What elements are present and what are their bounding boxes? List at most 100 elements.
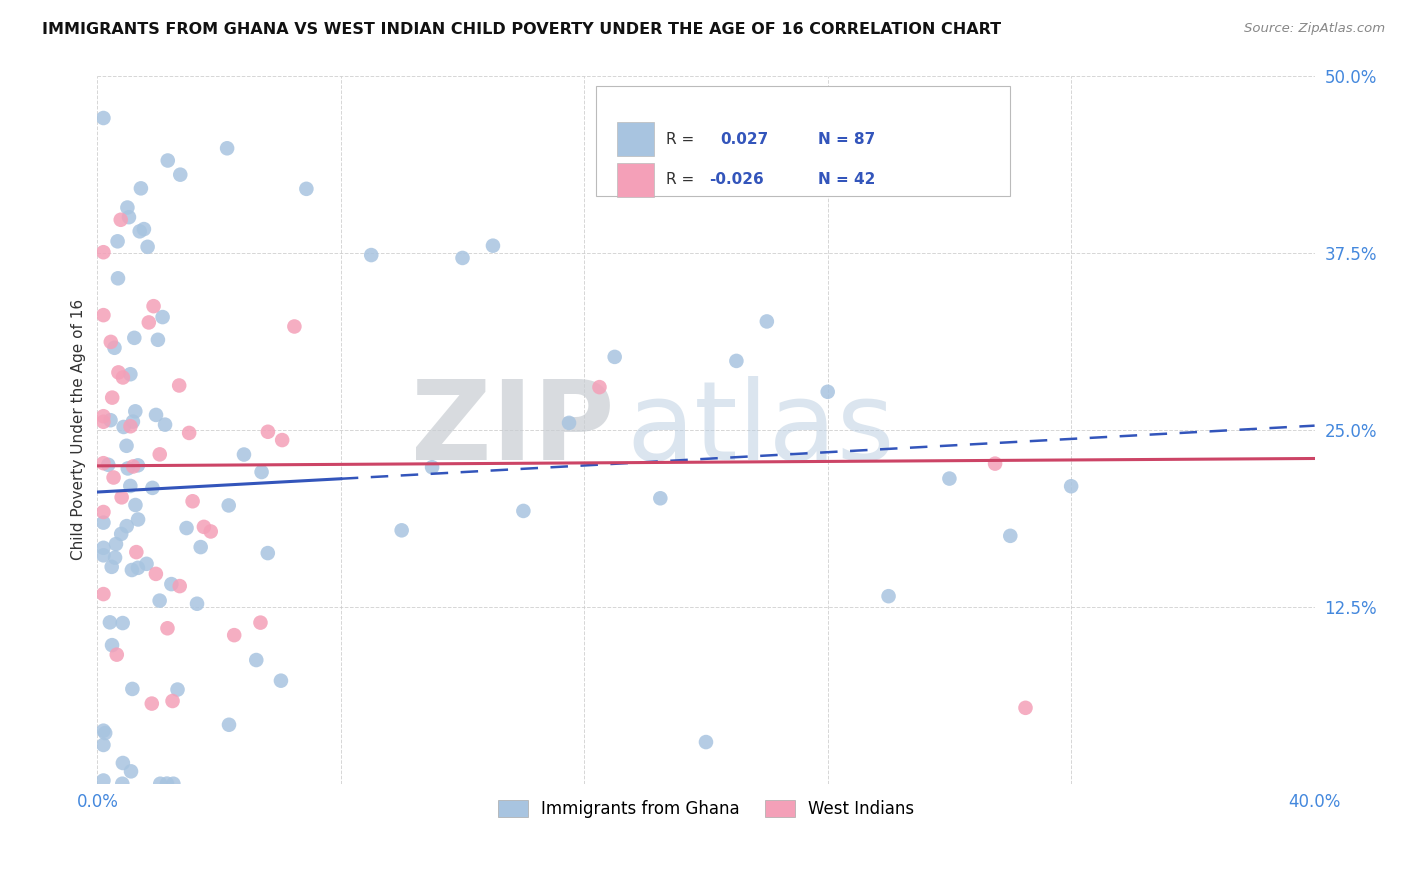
Point [136, 240, 159, 254]
Text: IMMIGRANTS FROM GHANA VS WEST INDIAN CHILD POVERTY UNDER THE AGE OF 16 CORRELATI: IMMIGRANTS FROM GHANA VS WEST INDIAN CHI… [42, 22, 1001, 37]
Point [93, 549, 115, 563]
Point [156, 621, 179, 635]
Point [391, 524, 413, 538]
Point [160, 577, 183, 591]
Point [186, 597, 208, 611]
Point [124, 404, 146, 418]
Point [166, 682, 188, 697]
Text: Source: ZipAtlas.com: Source: ZipAtlas.com [1244, 22, 1385, 36]
Point [125, 545, 148, 559]
Point [107, 235, 129, 249]
Point [122, 459, 145, 474]
Point [110, 527, 132, 541]
Point [93, 516, 115, 530]
Point [115, 519, 138, 533]
Point [953, 168, 976, 182]
Point [93, 245, 115, 260]
Point [124, 498, 146, 512]
FancyBboxPatch shape [596, 87, 1011, 196]
Point [120, 419, 142, 434]
Point [451, 251, 474, 265]
Point [283, 319, 305, 334]
Point [360, 248, 382, 262]
Text: R =: R = [666, 132, 695, 147]
Text: ZIP: ZIP [412, 376, 614, 483]
Point [105, 648, 128, 662]
Point [121, 681, 143, 696]
Point [103, 341, 125, 355]
Point [193, 520, 215, 534]
Point [169, 168, 191, 182]
Point [588, 380, 610, 394]
Point [156, 153, 179, 168]
Point [271, 433, 294, 447]
Point [270, 673, 292, 688]
Point [200, 524, 222, 539]
Point [218, 499, 240, 513]
Point [169, 579, 191, 593]
Point [149, 777, 172, 791]
Point [725, 354, 748, 368]
Point [111, 777, 134, 791]
Text: N = 42: N = 42 [818, 172, 876, 187]
Point [1000, 529, 1022, 543]
Point [132, 222, 155, 236]
Point [249, 615, 271, 630]
Point [101, 391, 124, 405]
Point [256, 546, 278, 560]
Point [181, 494, 204, 508]
Point [149, 447, 172, 461]
Point [558, 416, 581, 430]
Point [93, 541, 115, 555]
Point [145, 408, 167, 422]
Point [93, 111, 115, 125]
Point [135, 557, 157, 571]
Point [245, 653, 267, 667]
Point [100, 559, 122, 574]
Point [141, 697, 163, 711]
Point [152, 310, 174, 324]
Point [156, 776, 179, 790]
Point [104, 537, 127, 551]
Point [146, 333, 169, 347]
Point [145, 566, 167, 581]
Point [93, 773, 115, 788]
Point [93, 415, 115, 429]
Point [1060, 479, 1083, 493]
Point [107, 271, 129, 285]
Point [512, 504, 534, 518]
Point [128, 224, 150, 238]
Point [93, 409, 115, 424]
Point [482, 238, 505, 252]
Point [121, 563, 143, 577]
Point [179, 425, 201, 440]
Point [190, 540, 212, 554]
Point [250, 465, 273, 479]
Point [120, 764, 142, 779]
Text: N = 87: N = 87 [818, 132, 875, 147]
Point [93, 505, 115, 519]
FancyBboxPatch shape [617, 122, 654, 156]
Point [984, 457, 1007, 471]
Point [695, 735, 717, 749]
Point [117, 201, 139, 215]
Point [603, 350, 626, 364]
Point [153, 417, 176, 432]
Point [877, 589, 900, 603]
Point [100, 334, 122, 349]
Point [107, 365, 129, 379]
Point [124, 331, 146, 345]
Point [755, 314, 778, 328]
Point [138, 315, 160, 329]
Point [98, 615, 121, 630]
Point [94, 726, 117, 740]
Point [117, 461, 139, 475]
Text: R =: R = [666, 172, 695, 187]
Legend: Immigrants from Ghana, West Indians: Immigrants from Ghana, West Indians [491, 794, 921, 825]
Point [100, 413, 122, 427]
Point [420, 460, 443, 475]
Point [817, 384, 839, 399]
Point [1014, 701, 1036, 715]
Point [127, 561, 149, 575]
Point [127, 458, 149, 473]
